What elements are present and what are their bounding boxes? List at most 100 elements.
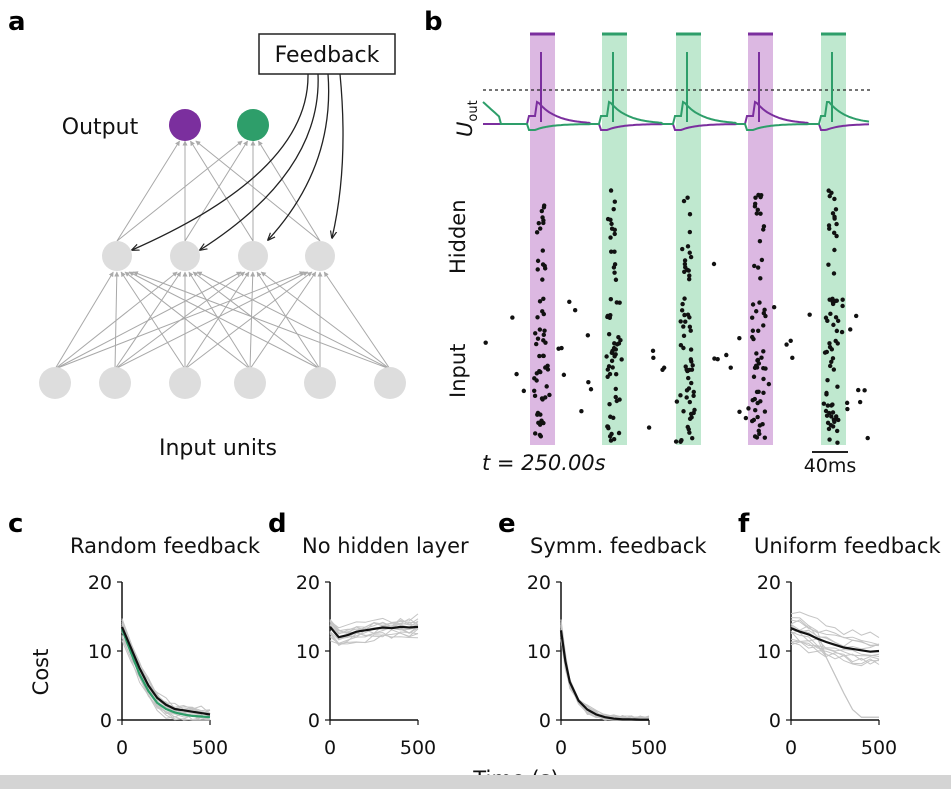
input-spike xyxy=(823,408,829,414)
input-spike xyxy=(834,428,840,434)
input-spike xyxy=(567,299,572,305)
feedback-arrows xyxy=(132,73,344,250)
y-tick-label: 0 xyxy=(539,710,551,732)
hidden-spike xyxy=(685,195,690,200)
y-tick-label: 20 xyxy=(527,572,551,594)
input-spike xyxy=(827,297,832,302)
hidden-spike xyxy=(535,258,541,264)
input-spike xyxy=(609,350,615,356)
hidden-spike xyxy=(755,207,760,213)
input-spike xyxy=(685,424,690,430)
input-spike xyxy=(538,412,543,417)
run-trace xyxy=(790,619,880,647)
input-spike xyxy=(761,376,766,382)
input-spike xyxy=(535,412,540,417)
input-spike xyxy=(682,312,687,318)
input-spike xyxy=(831,322,836,328)
input-spike xyxy=(737,409,742,415)
input-spike xyxy=(790,355,795,361)
input-spike xyxy=(763,366,768,371)
input-spike xyxy=(646,425,652,430)
input-spike xyxy=(756,328,761,333)
input-spike xyxy=(827,363,833,369)
run-trace xyxy=(560,640,650,721)
hidden-spike xyxy=(826,262,831,267)
input-spike xyxy=(607,401,612,407)
input-spike xyxy=(760,421,765,427)
input-hidden-connection xyxy=(120,271,186,370)
input-spike xyxy=(830,356,836,361)
hidden-spike xyxy=(611,206,616,212)
hidden-spike xyxy=(829,190,834,196)
input-unit xyxy=(374,367,406,399)
hidden-spike xyxy=(752,204,758,209)
input-spike xyxy=(536,420,541,426)
x-tick-label: 500 xyxy=(631,737,667,759)
hidden-spike xyxy=(753,195,758,200)
input-spike xyxy=(761,323,766,328)
hidden-spike xyxy=(832,247,837,253)
mean-series-line xyxy=(559,630,649,721)
input-spike xyxy=(618,338,623,343)
chart-title: Random feedback xyxy=(70,534,261,558)
run-trace xyxy=(560,636,650,721)
hidden-spike xyxy=(757,238,763,244)
input-spike xyxy=(510,315,515,320)
input-spike xyxy=(532,393,538,399)
input-spike xyxy=(683,364,688,369)
input-spike xyxy=(752,396,757,402)
run-trace xyxy=(560,632,650,721)
input-spike xyxy=(824,390,829,396)
input-spike xyxy=(610,365,615,370)
hidden-spike xyxy=(608,217,613,223)
panel-letter-d: d xyxy=(268,509,287,539)
input-spike xyxy=(561,372,567,378)
input-spike xyxy=(835,384,840,389)
input-spike xyxy=(840,297,845,302)
input-spike xyxy=(753,363,759,369)
input-spike xyxy=(746,406,751,411)
input-spike xyxy=(606,331,612,337)
input-spike xyxy=(848,327,853,332)
hidden-spike xyxy=(827,226,832,231)
input-spike xyxy=(771,305,777,310)
input-spike xyxy=(616,430,622,436)
input-hidden-connection xyxy=(184,271,250,370)
hidden-spike xyxy=(542,266,548,271)
input-spike xyxy=(613,352,618,357)
run-trace xyxy=(121,619,211,712)
input-spike xyxy=(540,309,545,314)
input-spike xyxy=(690,363,695,368)
input-spike xyxy=(762,435,768,440)
input-hidden-connection xyxy=(54,271,114,370)
feedback-box xyxy=(258,33,396,75)
input-hidden-connection xyxy=(114,271,120,370)
run-trace xyxy=(560,624,649,721)
input-spike xyxy=(681,324,686,329)
panel-a: a Feedback Output Input units xyxy=(8,7,406,461)
panel-letter-c: c xyxy=(8,509,23,539)
hidden-unit xyxy=(305,241,335,271)
input-spike xyxy=(692,407,697,413)
input-hidden-connection xyxy=(256,271,321,370)
hidden-spike xyxy=(682,269,687,274)
input-hidden-connection xyxy=(128,271,321,370)
hidden-spike xyxy=(612,249,617,254)
panel-b: b Uout Hidden Input t = 250.00s 40ms xyxy=(424,7,872,477)
panel-letter-b: b xyxy=(424,7,443,37)
input-spike xyxy=(686,375,691,381)
input-spike xyxy=(678,319,683,324)
hidden-spike xyxy=(834,233,839,239)
hidden-spike xyxy=(611,265,617,270)
input-spike xyxy=(604,354,609,359)
input-spike xyxy=(845,406,850,412)
input-spike xyxy=(538,434,544,439)
input-spike xyxy=(606,426,611,431)
run-trace xyxy=(790,640,880,665)
hidden-spike xyxy=(682,261,688,267)
input-spike xyxy=(844,400,850,406)
input-spike xyxy=(743,415,749,421)
hidden-spike xyxy=(683,265,688,270)
input-spike xyxy=(541,420,546,426)
hidden-spike xyxy=(758,276,763,281)
